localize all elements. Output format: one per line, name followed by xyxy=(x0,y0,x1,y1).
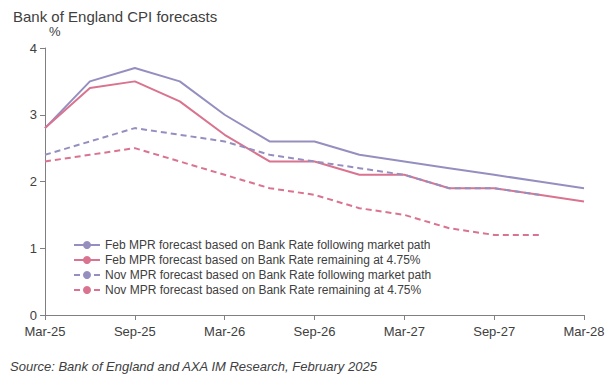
svg-text:3: 3 xyxy=(30,107,37,122)
svg-text:Mar-25: Mar-25 xyxy=(24,324,65,339)
svg-text:Feb MPR forecast based on Bank: Feb MPR forecast based on Bank Rate foll… xyxy=(105,238,431,252)
svg-text:Source: Bank of England and AX: Source: Bank of England and AXA IM Resea… xyxy=(10,359,378,374)
svg-text:Nov MPR forecast based on Bank: Nov MPR forecast based on Bank Rate foll… xyxy=(105,268,431,282)
svg-text:Mar-28: Mar-28 xyxy=(563,324,604,339)
svg-text:Sep-26: Sep-26 xyxy=(294,324,336,339)
svg-text:Mar-26: Mar-26 xyxy=(204,324,245,339)
svg-text:Feb MPR forecast based on Bank: Feb MPR forecast based on Bank Rate rema… xyxy=(105,253,421,267)
svg-text:Sep-27: Sep-27 xyxy=(473,324,515,339)
svg-text:Nov MPR forecast based on Bank: Nov MPR forecast based on Bank Rate rema… xyxy=(105,283,421,297)
svg-text:Sep-25: Sep-25 xyxy=(114,324,156,339)
svg-text:1: 1 xyxy=(30,241,37,256)
svg-text:Bank of England CPI forecasts: Bank of England CPI forecasts xyxy=(13,8,217,25)
svg-text:%: % xyxy=(49,24,61,39)
svg-text:Mar-27: Mar-27 xyxy=(384,324,425,339)
svg-text:4: 4 xyxy=(30,41,37,56)
svg-text:2: 2 xyxy=(30,174,37,189)
svg-text:0: 0 xyxy=(30,308,37,323)
